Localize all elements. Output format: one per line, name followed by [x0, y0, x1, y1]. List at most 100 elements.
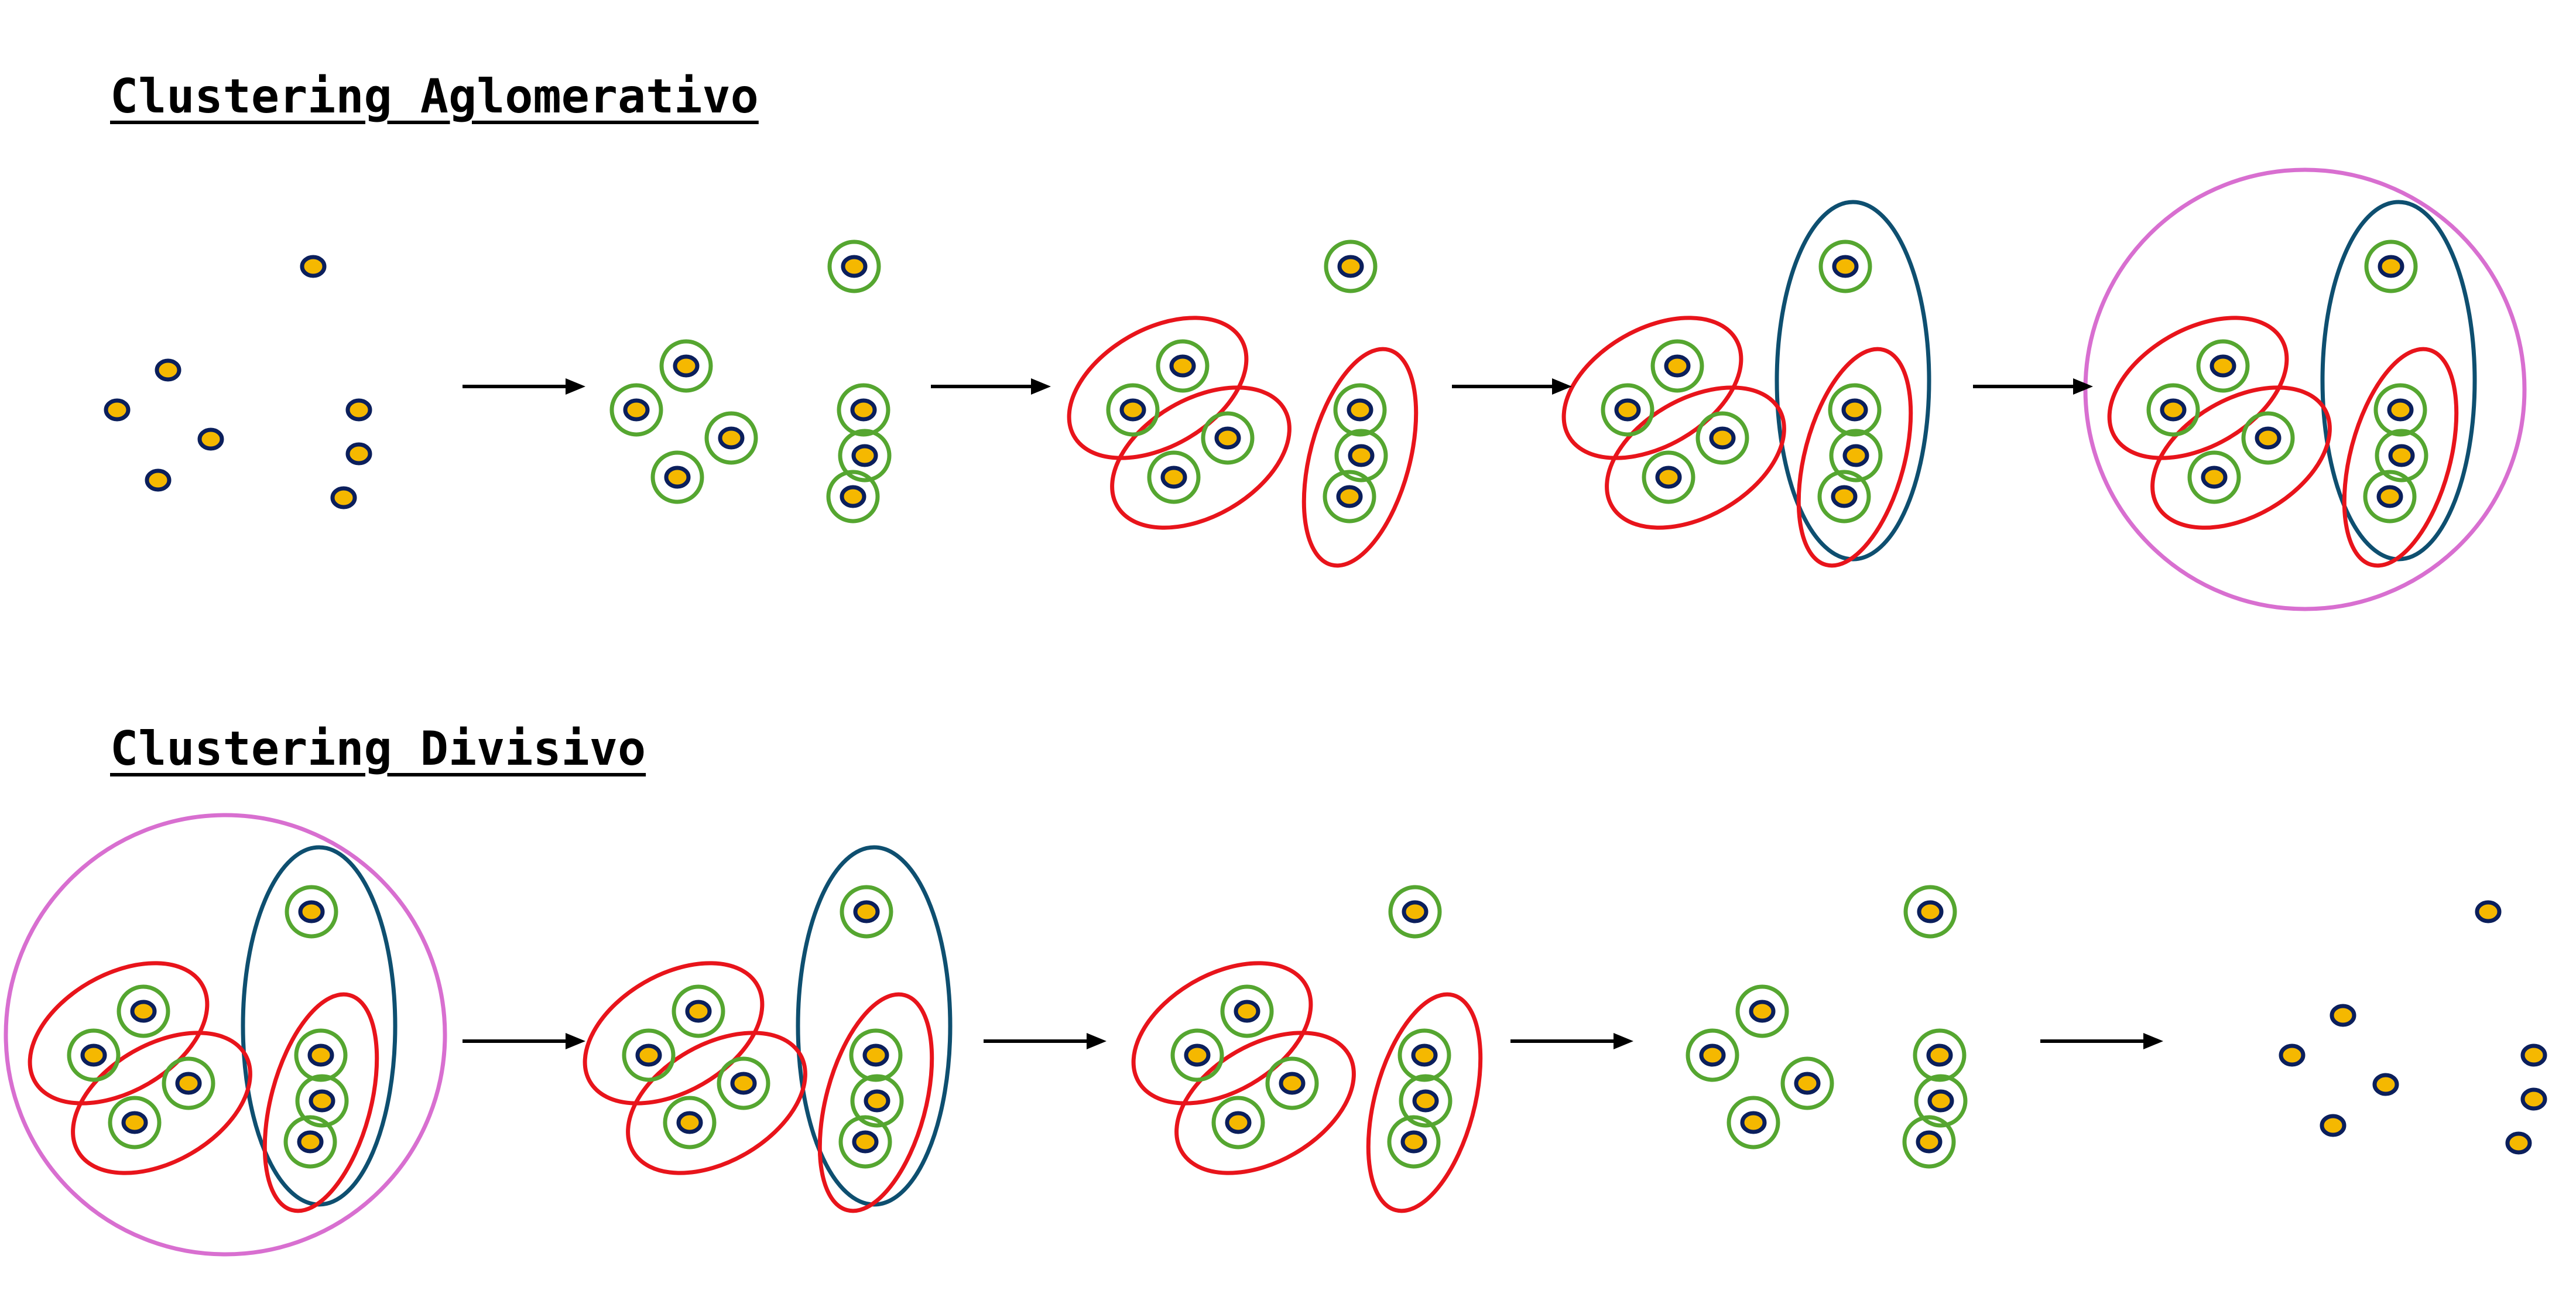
level4-cluster-circle: [2083, 167, 2527, 611]
level1-cluster-ring: [849, 1028, 903, 1082]
data-point: [676, 1111, 703, 1134]
agglomerative-stage-4: [1561, 200, 1931, 568]
level1-cluster-ring: [837, 383, 890, 437]
level1-cluster-ring: [672, 984, 725, 1038]
level1-cluster-ring: [1686, 1028, 1739, 1082]
data-point: [1709, 426, 1736, 450]
level1-cluster-ring: [1914, 1074, 1968, 1128]
agglomerative-stage-5: [2083, 167, 2527, 611]
level1-cluster-ring: [1818, 239, 1872, 293]
level1-cluster-ring: [1829, 429, 1883, 483]
level1-cluster-ring: [2146, 383, 2200, 437]
data-point: [104, 398, 131, 422]
data-point: [1160, 466, 1187, 489]
arrowhead: [1031, 378, 1051, 395]
arrow: [931, 378, 1051, 395]
level1-cluster-ring: [2241, 411, 2295, 465]
level1-cluster-ring: [117, 984, 170, 1038]
level1-cluster-ring: [1211, 1096, 1265, 1149]
level1-cluster-ring: [2196, 339, 2250, 393]
level1-cluster-ring: [1201, 411, 1255, 465]
divisive-stage-5: [2279, 900, 2547, 1155]
level4-cluster-circle: [4, 813, 447, 1257]
data-point: [1119, 398, 1146, 422]
level1-cluster-ring: [826, 470, 880, 524]
data-point: [1916, 1130, 1943, 1154]
level1-cluster-ring: [1323, 470, 1376, 524]
level2-cluster-ellipse: [2107, 316, 2289, 460]
data-point: [121, 1111, 148, 1134]
level1-cluster-ring: [1817, 470, 1871, 524]
data-point: [1926, 1043, 1953, 1067]
data-point: [1184, 1043, 1211, 1067]
agglomerative-stage-2: [609, 239, 892, 524]
level1-cluster-ring: [838, 1115, 892, 1169]
level2-cluster-ellipse: [1131, 961, 1313, 1106]
level1-cluster-ring: [1397, 1028, 1451, 1082]
data-point: [1831, 485, 1858, 508]
level1-cluster-ring: [838, 429, 892, 483]
data-point: [298, 900, 325, 923]
agglomerative-title: Clustering Aglomerativo: [110, 69, 759, 124]
level2-cluster-ellipse: [2342, 347, 2459, 568]
level2-cluster-ellipse: [626, 1031, 807, 1175]
data-point: [853, 900, 880, 923]
level1-cluster-ring: [2187, 450, 2241, 504]
data-point: [309, 1089, 335, 1113]
arrowhead: [2073, 378, 2093, 395]
arrowhead: [2143, 1033, 2163, 1049]
level2-cluster-ellipse: [583, 961, 765, 1106]
data-point: [2372, 1073, 2399, 1096]
level2-cluster-ellipse: [1067, 316, 1249, 460]
data-point: [623, 398, 650, 422]
level1-cluster-ring: [1650, 339, 1704, 393]
agglomerative-stage-1: [104, 255, 372, 509]
level1-cluster-ring: [1399, 1074, 1453, 1128]
data-point: [730, 1072, 757, 1095]
agglomerative-stage-3: [1067, 239, 1419, 568]
data-point: [2210, 354, 2236, 378]
level1-cluster-ring: [1902, 1115, 1956, 1169]
arrowhead: [566, 1033, 585, 1049]
data-point: [330, 486, 357, 509]
data-point: [130, 1000, 157, 1023]
level1-cluster-ring: [663, 1096, 717, 1149]
level2-cluster-ellipse: [2150, 385, 2332, 530]
level1-cluster-ring: [659, 339, 713, 393]
level1-cluster-ring: [1601, 383, 1654, 437]
arrow: [1973, 378, 2093, 395]
level2-cluster-ellipse: [262, 992, 379, 1213]
level1-cluster-ring: [1828, 383, 1882, 437]
level1-cluster-ring: [294, 1028, 348, 1082]
data-point: [864, 1089, 890, 1113]
level1-cluster-ring: [2373, 383, 2427, 437]
data-point: [2387, 398, 2414, 422]
arrow: [463, 1033, 585, 1049]
data-point: [1400, 1130, 1427, 1154]
level1-cluster-ring: [1780, 1056, 1834, 1110]
divisive-stage-4: [1686, 885, 1968, 1169]
data-point: [1169, 354, 1196, 378]
level1-cluster-ring: [162, 1056, 215, 1110]
level1-cluster-ring: [1147, 450, 1201, 504]
data-point: [145, 468, 172, 492]
level1-cluster-ring: [827, 239, 881, 293]
level1-cluster-ring: [1324, 239, 1378, 293]
arrow: [2040, 1033, 2163, 1049]
level1-cluster-ring: [1156, 339, 1210, 393]
data-point: [2505, 1131, 2532, 1155]
level2-cluster-ellipse: [1110, 385, 1292, 530]
level2-cluster-ellipse: [1301, 347, 1419, 568]
level1-cluster-ring: [850, 1074, 904, 1128]
level2-cluster-ellipse: [817, 992, 934, 1213]
data-point: [1412, 1089, 1439, 1113]
data-point: [1832, 255, 1859, 278]
data-point: [2320, 1114, 2347, 1137]
data-point: [80, 1043, 107, 1067]
level1-cluster-ring: [1333, 383, 1387, 437]
data-point: [1402, 900, 1429, 923]
divisive-stage-1: [4, 813, 447, 1257]
arrow: [463, 378, 585, 395]
level1-cluster-ring: [67, 1028, 121, 1082]
data-point: [1279, 1072, 1306, 1095]
